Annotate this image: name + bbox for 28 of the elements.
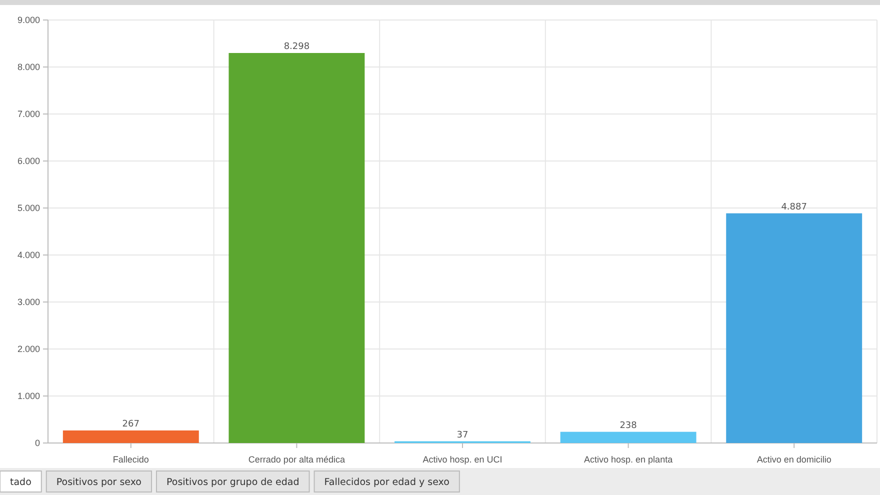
bar <box>228 52 365 443</box>
data-label: 37 <box>456 430 468 440</box>
text: Positivos por grupo de edad <box>166 477 300 488</box>
text: Fallecidos por edad y sexo <box>324 477 450 488</box>
x-tick-label: Activo hosp. en planta <box>584 454 673 464</box>
text: tado <box>10 477 32 488</box>
data-label: 267 <box>122 419 140 430</box>
y-tick-label: 5.000 <box>17 202 40 213</box>
y-tick-label: 7.000 <box>17 108 40 119</box>
y-tick-label: 6.000 <box>17 156 40 166</box>
text: Positivos por sexo <box>56 477 142 488</box>
y-tick-label: 3.000 <box>17 296 40 307</box>
bar <box>62 430 199 443</box>
x-tick-label: Fallecido <box>112 454 149 464</box>
y-tick-label: 0 <box>34 438 40 448</box>
x-tick-label: Activo en domicilio <box>756 454 832 464</box>
data-label: 4.887 <box>781 202 807 212</box>
bar <box>726 213 862 443</box>
y-tick-label: 1.000 <box>17 390 40 401</box>
x-tick-label: Activo hosp. en UCI <box>422 454 502 464</box>
data-label: 238 <box>620 420 638 431</box>
y-tick-label: 4.000 <box>17 250 40 260</box>
y-tick-label: 2.000 <box>17 344 40 354</box>
y-tick-label: 9.000 <box>17 14 40 25</box>
y-tick-label: 8.000 <box>17 62 40 72</box>
data-label: 8.298 <box>284 42 310 52</box>
bar <box>560 432 696 443</box>
x-tick-label: Cerrado por alta médica <box>248 454 345 464</box>
